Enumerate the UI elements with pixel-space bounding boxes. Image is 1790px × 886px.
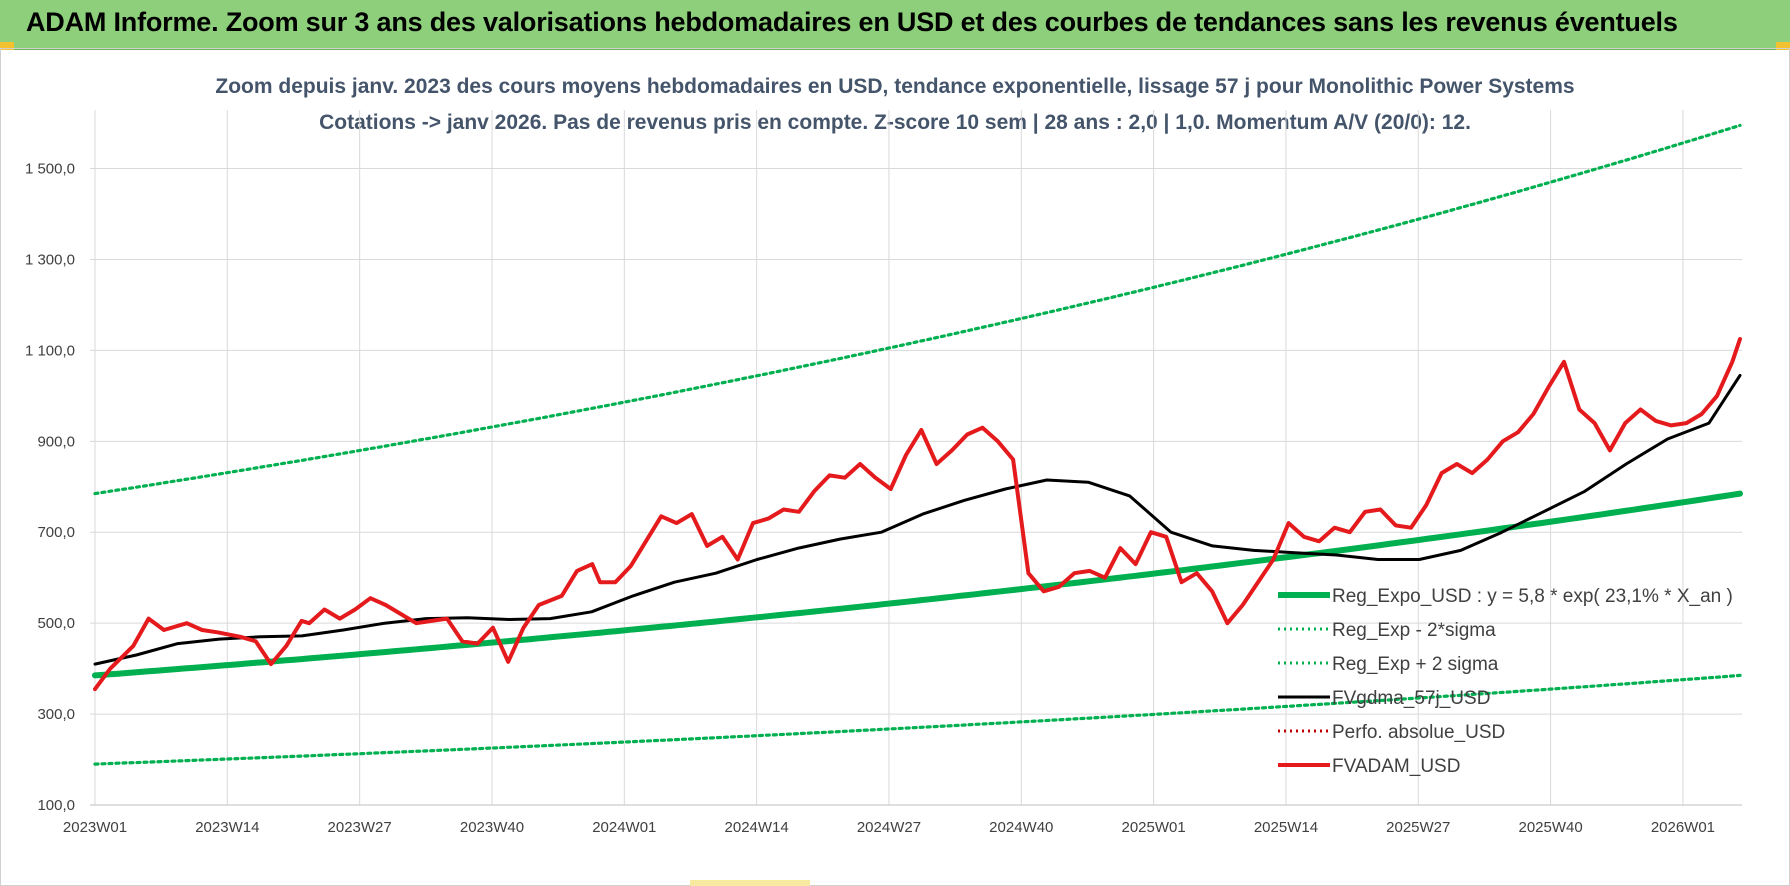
y-tick-label: 1 300,0 xyxy=(25,251,75,268)
x-axis: 2023W01 2023W14 2023W27 2023W40 2024W01 2024W… xyxy=(63,804,1742,836)
x-tick-label: 2024W14 xyxy=(725,819,789,836)
legend-label-0: Reg_Expo_USD : y = 5,8 * exp( 23,1% * X_… xyxy=(1332,586,1733,607)
corner-mark-right xyxy=(1776,42,1790,50)
x-tick-label: 2026W01 xyxy=(1651,819,1715,836)
series-line-0 xyxy=(92,490,1743,679)
x-tick-label: 2025W01 xyxy=(1122,819,1186,836)
legend-label-2: Reg_Exp + 2 sigma xyxy=(1332,654,1499,675)
chart-title-line-2: Cotations -> janv 2026. Pas de revenus p… xyxy=(319,111,1471,134)
y-axis: 100,0 300,0 500,0 700,0 900,0 1 100,0 1 300,0 1… xyxy=(25,161,75,814)
y-tick-label: 1 500,0 xyxy=(25,161,75,178)
x-tick-label: 2024W01 xyxy=(592,819,656,836)
series-line-2 xyxy=(93,123,1742,496)
legend-label-3: FVgdma_57j_USD xyxy=(1332,688,1490,709)
x-tick-label: 2023W14 xyxy=(195,819,259,836)
legend-label-4: Perfo. absolue_USD xyxy=(1332,722,1505,743)
y-tick-label: 900,0 xyxy=(37,433,75,450)
x-tick-label: 2024W40 xyxy=(989,819,1053,836)
legend-label-5: FVADAM_USD xyxy=(1332,756,1460,777)
series-line-5 xyxy=(93,337,1742,692)
x-tick-label: 2023W01 xyxy=(63,819,127,836)
x-tick-label: 2023W27 xyxy=(328,819,392,836)
x-tick-label: 2025W40 xyxy=(1518,819,1582,836)
corner-mark-left xyxy=(0,42,14,50)
y-tick-label: 1 100,0 xyxy=(25,342,75,359)
x-tick-label: 2024W27 xyxy=(857,819,921,836)
report-banner: ADAM Informe. Zoom sur 3 ans des valoris… xyxy=(0,0,1790,50)
report-title: ADAM Informe. Zoom sur 3 ans des valoris… xyxy=(26,7,1678,37)
legend: Reg_Expo_USD : y = 5,8 * exp( 23,1% * X_… xyxy=(1278,586,1733,777)
y-tick-label: 300,0 xyxy=(37,706,75,723)
y-tick-label: 500,0 xyxy=(37,615,75,632)
y-tick-label: 700,0 xyxy=(37,524,75,541)
y-tick-label: 100,0 xyxy=(37,797,75,814)
x-tick-label: 2025W14 xyxy=(1254,819,1318,836)
gridlines xyxy=(90,110,1742,806)
legend-label-1: Reg_Exp - 2*sigma xyxy=(1332,620,1496,641)
x-tick-label: 2025W27 xyxy=(1386,819,1450,836)
series-line-3 xyxy=(93,373,1742,666)
chart-title-line-1: Zoom depuis janv. 2023 des cours moyens … xyxy=(215,75,1574,98)
bottom-mark xyxy=(690,880,810,886)
series-line-1 xyxy=(93,673,1742,766)
series-lines xyxy=(92,123,1743,766)
x-tick-label: 2023W40 xyxy=(460,819,524,836)
